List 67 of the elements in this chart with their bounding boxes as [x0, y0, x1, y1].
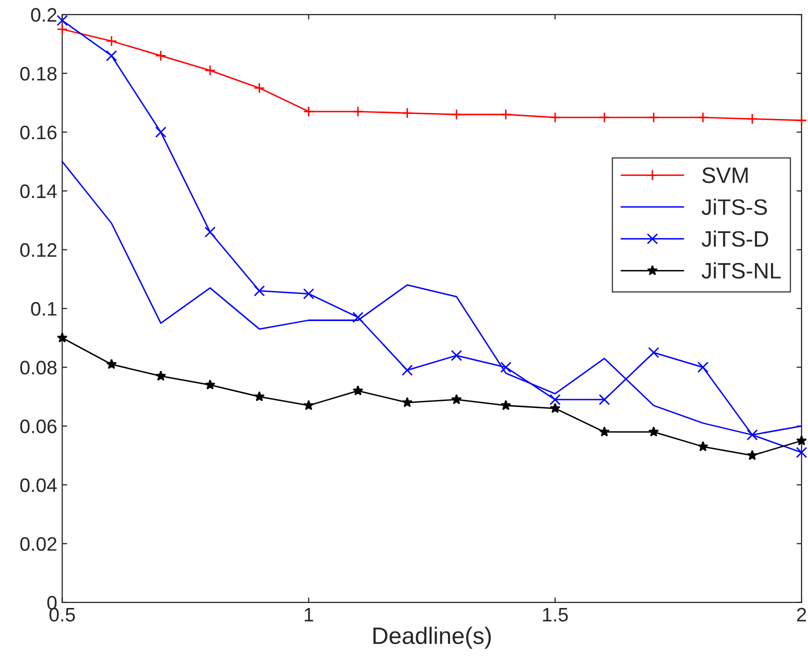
point: [648, 426, 659, 437]
point: [352, 106, 364, 118]
point: [450, 350, 462, 362]
point: [155, 370, 166, 381]
point: [204, 379, 216, 390]
point: [254, 285, 265, 296]
point: [550, 402, 560, 414]
point: [56, 14, 68, 26]
point: [106, 35, 118, 47]
x-tick-label: 2: [797, 608, 806, 622]
point: [796, 446, 808, 458]
y-tick-label: 0.2: [31, 8, 56, 22]
y-tick-label: 0.18: [20, 66, 57, 81]
point: [254, 391, 265, 402]
point: [648, 347, 660, 358]
point: [254, 82, 265, 94]
x-tick-label: 1.5: [543, 608, 568, 622]
point: [746, 429, 758, 440]
point: [402, 107, 413, 119]
point: [155, 126, 166, 138]
point: [500, 400, 512, 410]
legend-label: SVM: [702, 167, 748, 184]
point: [599, 426, 610, 437]
point: [450, 108, 462, 120]
legend-label: JiTS-S: [702, 198, 767, 215]
point: [402, 364, 413, 376]
point: [550, 112, 561, 123]
point: [56, 24, 68, 35]
x-axis-title: Deadline(s): [373, 626, 491, 649]
legend-label: JiTS-NL: [702, 262, 781, 279]
point: [402, 396, 413, 408]
x-tick-label: 1: [304, 608, 314, 622]
y-tick-label: 0.06: [20, 420, 57, 434]
point: [697, 362, 709, 373]
x-tick-label: 0.5: [49, 608, 75, 622]
legend-label: JiTS-D: [702, 230, 768, 247]
point: [303, 106, 314, 118]
point: [648, 112, 660, 123]
point: [550, 394, 561, 406]
point: [796, 114, 808, 126]
point: [451, 394, 462, 404]
point: [155, 50, 166, 62]
point: [303, 288, 314, 300]
point: [500, 362, 512, 373]
point: [500, 108, 512, 120]
y-tick-label: 0.16: [20, 126, 57, 140]
point: [598, 112, 610, 123]
point: [56, 332, 68, 343]
point: [204, 226, 216, 238]
point: [106, 50, 118, 62]
point: [796, 435, 807, 446]
point: [106, 358, 117, 369]
point: [698, 441, 708, 452]
point: [746, 450, 758, 460]
point: [352, 385, 364, 396]
point: [697, 112, 709, 123]
point: [746, 113, 758, 124]
y-tick-label: 0.1: [31, 302, 56, 316]
point: [204, 64, 216, 76]
point: [352, 312, 364, 323]
y-tick-label: 0.08: [20, 360, 57, 375]
y-tick-label: 0.12: [20, 243, 56, 257]
point: [598, 394, 610, 406]
point: [303, 400, 314, 410]
y-tick-label: 0.02: [20, 537, 56, 551]
y-tick-label: 0.04: [20, 478, 57, 492]
y-tick-label: 0.14: [20, 184, 57, 198]
